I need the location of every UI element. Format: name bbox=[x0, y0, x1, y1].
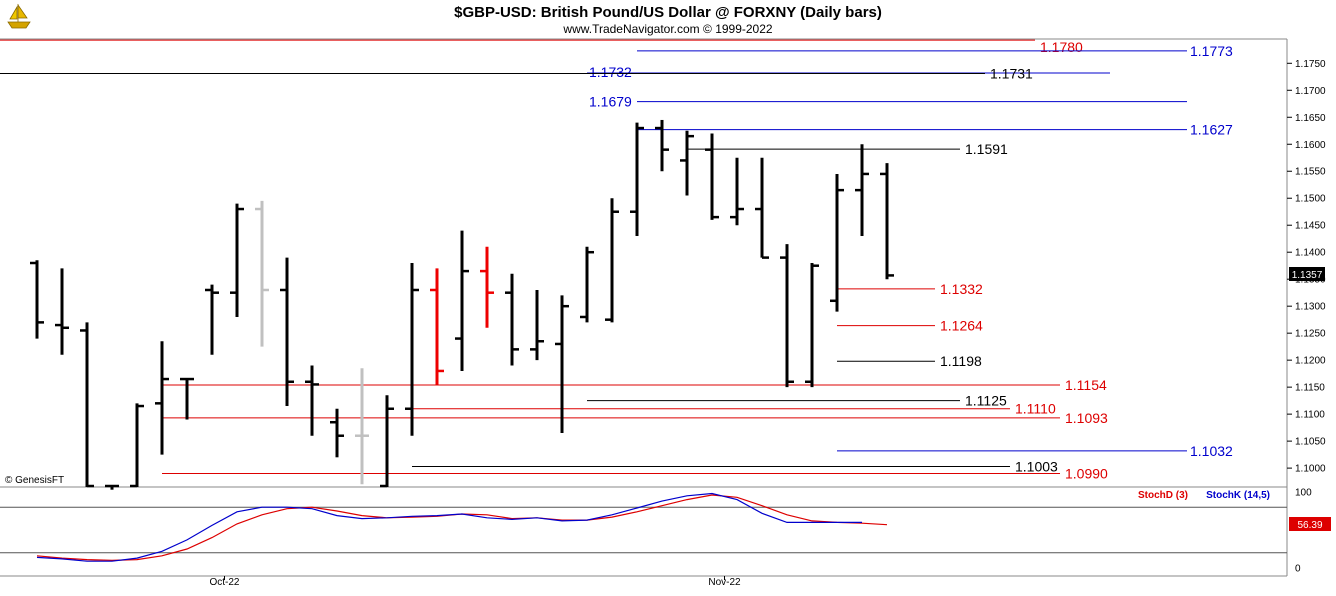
level-label: 1.1679 bbox=[589, 94, 632, 110]
level-label: 1.1154 bbox=[1065, 377, 1107, 393]
stoch-k-line bbox=[36, 492, 862, 562]
time-tick-label: Nov-22 bbox=[708, 577, 741, 588]
price-tick-label: 1.1700 bbox=[1295, 86, 1326, 97]
level-label: 1.1198 bbox=[940, 353, 982, 369]
price-axis: 1.1750 1.1700 1.1650 1.1600 1.1550 1.1500 1.14… bbox=[1287, 59, 1326, 475]
time-axis: Oct-22 Nov-22 bbox=[209, 576, 741, 588]
level-lines: 1.1780 1.1773 1.1732 1.1731 1.1679 1.1627 1.15… bbox=[0, 39, 1233, 482]
price-tick-label: 1.1500 bbox=[1295, 194, 1326, 205]
stoch-last-box bbox=[1289, 517, 1331, 531]
price-bars bbox=[30, 119, 894, 490]
level-label: 1.1093 bbox=[1065, 410, 1108, 426]
price-tick-label: 1.1550 bbox=[1295, 167, 1326, 178]
level-label: 1.1627 bbox=[1190, 122, 1233, 138]
price-tick-label: 1.1100 bbox=[1295, 410, 1325, 421]
app-logo bbox=[7, 3, 31, 29]
price-tick-label: 1.1400 bbox=[1295, 248, 1326, 259]
stoch-last-value: 56.39 bbox=[1297, 520, 1322, 531]
stoch-k-legend: StochK (14,5) bbox=[1206, 490, 1270, 501]
gold-ship-icon bbox=[7, 3, 31, 29]
level-label: 1.1732 bbox=[589, 64, 632, 80]
chart-title: $GBP-USD: British Pound/US Dollar @ FORX… bbox=[454, 4, 882, 21]
stochastic-panel: 100 0 bbox=[0, 488, 1312, 575]
level-label: 1.1731 bbox=[990, 66, 1033, 82]
level-label: 1.1591 bbox=[965, 141, 1008, 157]
stoch-d-legend: StochD (3) bbox=[1138, 490, 1188, 501]
level-label: 1.1032 bbox=[1190, 443, 1233, 459]
price-tick-label: 1.1000 bbox=[1295, 464, 1326, 475]
price-tick-label: 1.1600 bbox=[1295, 140, 1326, 151]
level-label: 1.1264 bbox=[940, 318, 983, 334]
price-tick-label: 1.1150 bbox=[1295, 383, 1325, 394]
chart-subtitle: www.TradeNavigator.com © 1999-2022 bbox=[562, 22, 772, 36]
level-label: 1.1773 bbox=[1190, 43, 1233, 59]
stoch-tick-label: 0 bbox=[1295, 564, 1301, 575]
level-label: 1.1003 bbox=[1015, 458, 1058, 474]
level-label: 1.1780 bbox=[1040, 39, 1083, 55]
watermark: © GenesisFT bbox=[5, 475, 64, 486]
stoch-tick-label: 100 bbox=[1295, 488, 1312, 499]
level-label: 1.0990 bbox=[1065, 466, 1108, 482]
price-tick-label: 1.1050 bbox=[1295, 437, 1326, 448]
level-label: 1.1332 bbox=[940, 281, 983, 297]
level-label: 1.1125 bbox=[965, 393, 1007, 409]
price-tick-label: 1.1750 bbox=[1295, 59, 1326, 70]
price-tick-label: 1.1300 bbox=[1295, 302, 1326, 313]
price-tick-label: 1.1650 bbox=[1295, 113, 1326, 124]
price-tick-label: 1.1200 bbox=[1295, 356, 1326, 367]
level-label: 1.1110 bbox=[1015, 401, 1056, 417]
last-price-label: 1.1357 bbox=[1292, 270, 1323, 281]
price-tick-label: 1.1250 bbox=[1295, 329, 1326, 340]
last-price-box bbox=[1289, 267, 1325, 281]
time-tick-label: Oct-22 bbox=[209, 577, 239, 588]
price-tick-label: 1.1450 bbox=[1295, 221, 1326, 232]
